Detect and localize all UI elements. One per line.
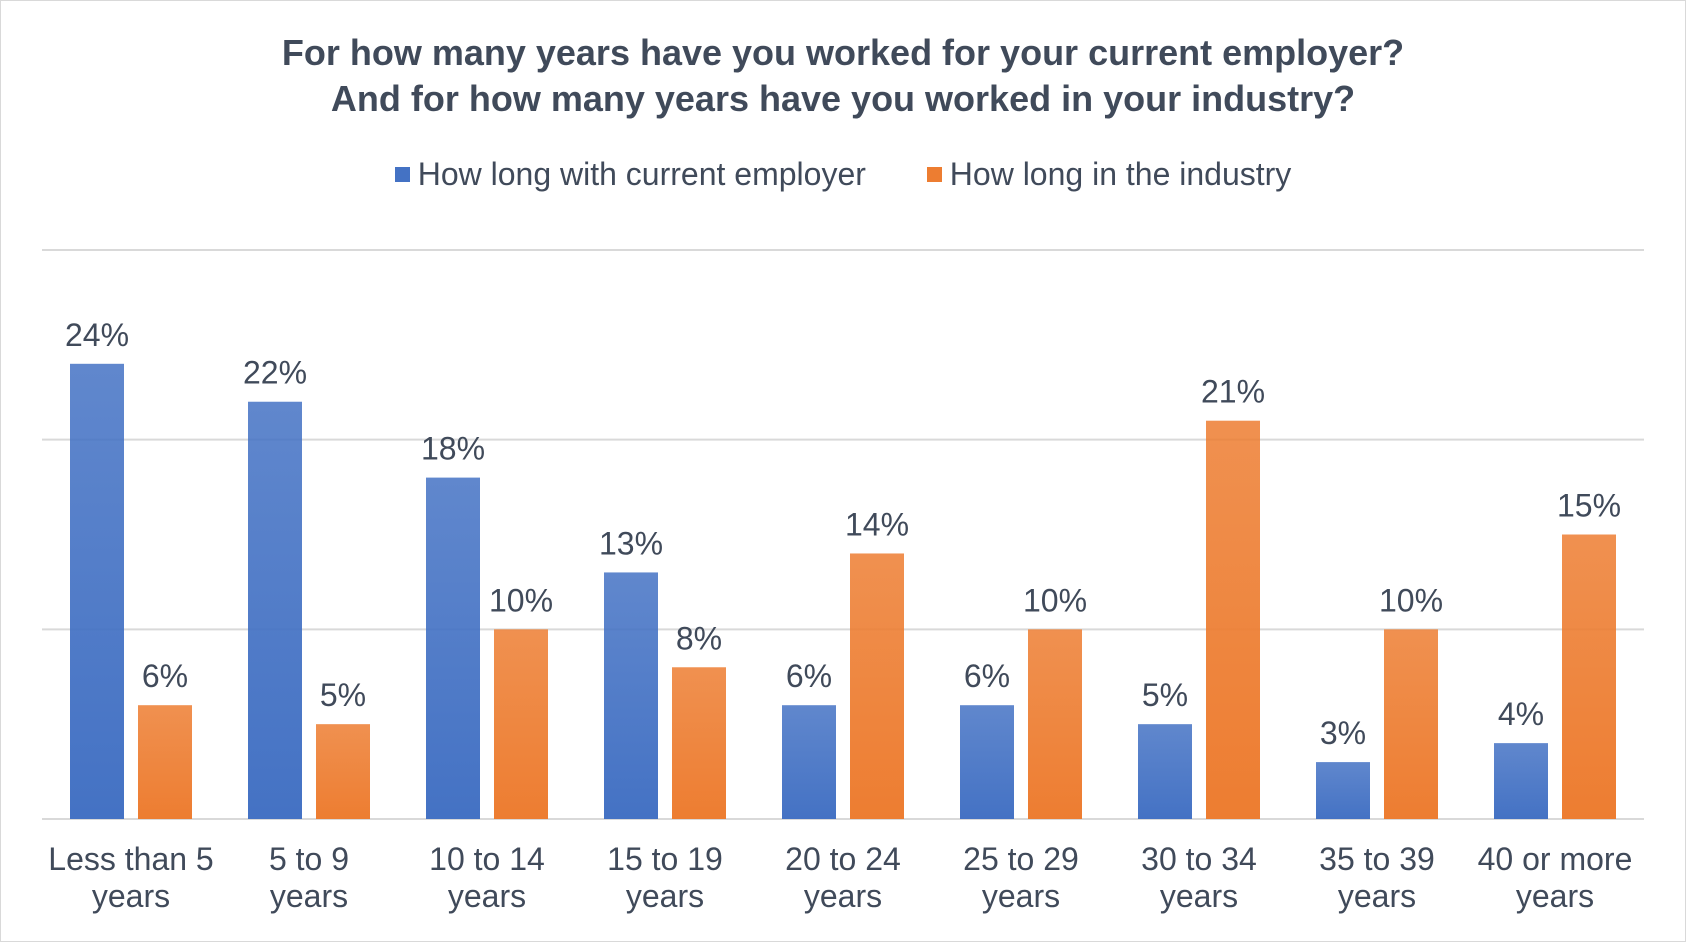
data-label-industry-0: 6% bbox=[142, 658, 188, 694]
x-tick-label-4: 20 to 24 years bbox=[785, 841, 901, 914]
bar-industry-8 bbox=[1562, 534, 1616, 819]
chart-title-line-2: And for how many years have you worked i… bbox=[330, 78, 1356, 119]
legend-swatch-industry bbox=[926, 167, 942, 182]
data-label-industry-4: 14% bbox=[845, 506, 909, 542]
data-label-industry-1: 5% bbox=[320, 677, 366, 713]
bar-employer-8 bbox=[1494, 743, 1548, 819]
bar-industry-6 bbox=[1206, 420, 1260, 819]
bars bbox=[70, 363, 1616, 819]
data-label-industry-7: 10% bbox=[1379, 582, 1443, 618]
bar-employer-5 bbox=[960, 705, 1014, 819]
bar-employer-4 bbox=[782, 705, 836, 819]
x-tick-label-8: 40 or more years bbox=[1478, 841, 1633, 914]
data-label-employer-3: 13% bbox=[599, 525, 663, 561]
chart-title-line-1: For how many years have you worked for y… bbox=[281, 32, 1405, 73]
gridlines bbox=[42, 249, 1644, 820]
x-tick-label-0: Less than 5 years bbox=[48, 841, 213, 914]
data-label-industry-8: 15% bbox=[1557, 488, 1621, 524]
x-tick-label-7: 35 to 39 years bbox=[1319, 841, 1435, 914]
bar-industry-5 bbox=[1028, 629, 1082, 819]
data-label-industry-2: 10% bbox=[489, 582, 553, 618]
bar-industry-1 bbox=[316, 724, 370, 819]
bar-industry-4 bbox=[850, 553, 904, 819]
x-tick-label-2: 10 to 14 years bbox=[429, 841, 545, 914]
bar-industry-3 bbox=[672, 667, 726, 819]
data-label-employer-1: 22% bbox=[243, 355, 307, 391]
data-label-industry-6: 21% bbox=[1201, 374, 1265, 410]
chart-legend: How long with current employer How long … bbox=[0, 156, 1686, 193]
data-label-employer-6: 5% bbox=[1142, 677, 1188, 713]
chart-title: For how many years have you worked for y… bbox=[0, 30, 1686, 122]
data-label-employer-7: 3% bbox=[1320, 715, 1366, 751]
legend-label-employer: How long with current employer bbox=[417, 156, 866, 192]
bar-industry-7 bbox=[1384, 629, 1438, 819]
bar-employer-7 bbox=[1316, 762, 1370, 819]
data-label-employer-8: 4% bbox=[1498, 696, 1544, 732]
bar-employer-3 bbox=[604, 572, 658, 819]
data-label-employer-0: 24% bbox=[65, 317, 129, 353]
data-label-employer-5: 6% bbox=[964, 658, 1010, 694]
legend-item-industry: How long in the industry bbox=[926, 156, 1292, 193]
data-label-employer-4: 6% bbox=[786, 658, 832, 694]
bar-employer-0 bbox=[70, 363, 124, 819]
x-tick-label-6: 30 to 34 years bbox=[1141, 841, 1257, 914]
data-labels: 24% 6% 22% 5% 18% 10% 13% 8% 6% 14% 6% 10% 5% 21% 3% 10… bbox=[65, 317, 1621, 751]
data-label-industry-5: 10% bbox=[1023, 582, 1087, 618]
x-tick-label-1: 5 to 9 years bbox=[269, 841, 349, 914]
legend-swatch-employer bbox=[394, 167, 410, 182]
x-axis-tick-labels: Less than 5 years 5 to 9 years 10 to 14 years… bbox=[48, 841, 1632, 914]
data-label-industry-3: 8% bbox=[676, 620, 722, 656]
data-label-employer-2: 18% bbox=[421, 431, 485, 467]
legend-label-industry: How long in the industry bbox=[949, 156, 1292, 192]
bar-employer-2 bbox=[426, 477, 480, 819]
bar-industry-0 bbox=[138, 705, 192, 819]
bar-employer-1 bbox=[248, 401, 302, 819]
legend-item-employer: How long with current employer bbox=[394, 156, 866, 193]
bar-employer-6 bbox=[1138, 724, 1192, 819]
x-tick-label-3: 15 to 19 years bbox=[607, 841, 723, 914]
bar-industry-2 bbox=[494, 629, 548, 819]
x-tick-label-5: 25 to 29 years bbox=[963, 841, 1079, 914]
